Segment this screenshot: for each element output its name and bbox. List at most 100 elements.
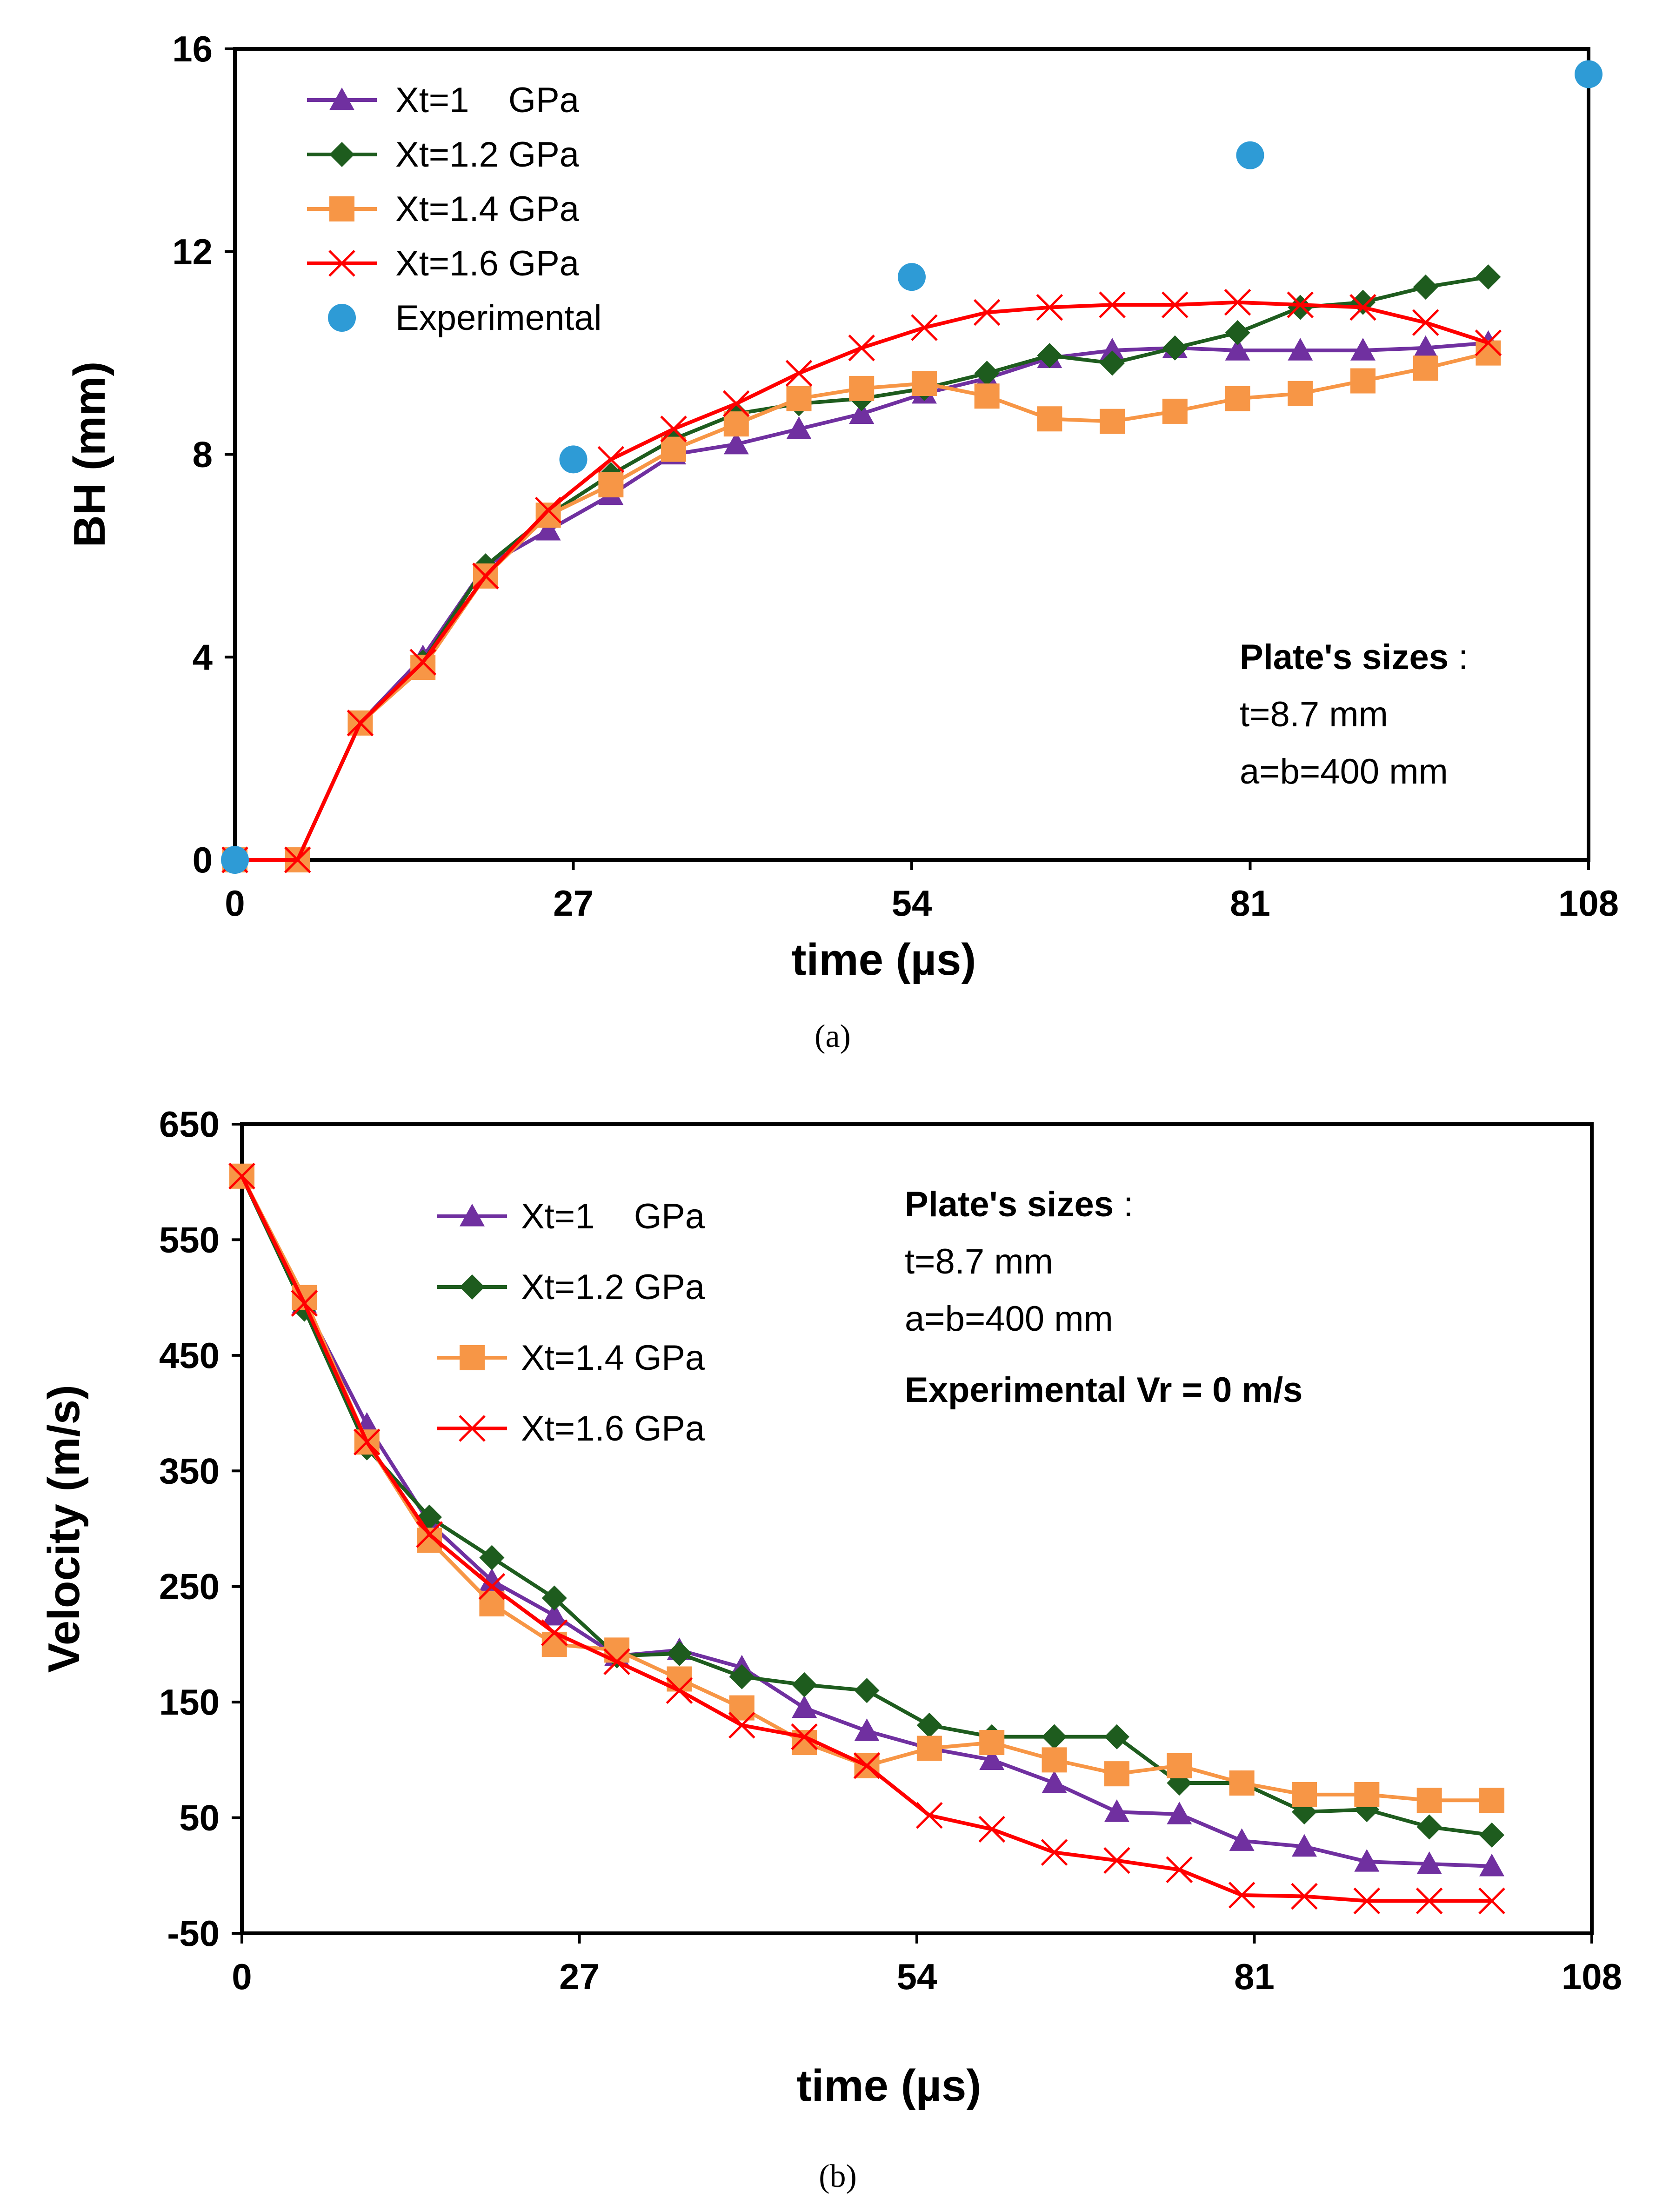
data-point	[535, 517, 561, 541]
legend-label: Xt=1 GPa	[395, 80, 580, 120]
data-point	[1162, 335, 1188, 361]
legend-entry: Xt=1.6 GPa	[307, 244, 580, 283]
chart-panel-b: -50 50 150 250 350 450 550 650 0 27 54 81 108 time (µ…	[39, 1104, 1622, 2194]
data-point	[1236, 141, 1264, 169]
data-point	[478, 1573, 506, 1600]
annotation-title-bold: Plate's sizes	[1240, 637, 1449, 677]
data-point	[409, 649, 436, 676]
data-point	[786, 416, 812, 439]
annotation-title-suffix: :	[1114, 1185, 1133, 1224]
legend-entry: Xt=1 GPa	[437, 1197, 705, 1236]
data-point	[723, 411, 749, 437]
y-tick-label: 150	[159, 1682, 220, 1723]
plate-sizes-annotation: Plate's sizes : t=8.7 mm a=b=400 mm	[1240, 637, 1468, 791]
annotation-thickness: t=8.7 mm	[1240, 695, 1388, 734]
series-xt-1-6-gpa	[228, 1163, 1505, 1915]
annotation-title-bold: Plate's sizes	[905, 1185, 1114, 1224]
annotation-title: Plate's sizes :	[1240, 637, 1468, 677]
data-point	[1225, 338, 1250, 361]
data-point	[1288, 295, 1313, 320]
legend-marker	[329, 142, 354, 167]
legend-label: Xt=1.2 GPa	[521, 1267, 705, 1307]
legend-marker	[460, 1345, 485, 1370]
legend-label: Experimental	[395, 298, 602, 338]
data-point	[1037, 343, 1062, 369]
data-point	[849, 401, 875, 424]
data-point	[1291, 1834, 1317, 1857]
data-point	[911, 370, 937, 396]
y-tick-label: 8	[193, 434, 213, 475]
y-tick-label: 550	[159, 1219, 220, 1260]
data-point	[979, 1730, 1005, 1756]
data-point	[603, 1648, 630, 1675]
data-point	[1475, 329, 1502, 356]
series-xt-1-4-gpa	[229, 1163, 1505, 1813]
data-point	[916, 1712, 942, 1738]
data-point	[1162, 398, 1188, 424]
y-tick-label: 250	[159, 1566, 220, 1607]
data-point	[1224, 288, 1251, 316]
annotation-dimensions: a=b=400 mm	[905, 1299, 1113, 1339]
legend-entry: Xt=1 GPa	[307, 80, 580, 120]
data-point	[291, 1290, 318, 1317]
data-point	[541, 1619, 568, 1646]
data-point	[723, 431, 749, 455]
data-point	[1099, 291, 1126, 318]
data-point	[1479, 1788, 1505, 1813]
data-point	[479, 1545, 505, 1570]
legend-entry: Xt=1.4 GPa	[307, 189, 580, 229]
panel-caption: (b)	[819, 2158, 857, 2194]
annotation-thickness: t=8.7 mm	[905, 1242, 1053, 1281]
series-line	[240, 1175, 1492, 1803]
data-point	[1167, 1802, 1192, 1824]
data-point	[228, 1163, 255, 1190]
data-point	[1103, 1847, 1130, 1874]
series-experimental	[221, 60, 1603, 874]
data-point	[1349, 294, 1376, 321]
data-point	[729, 1664, 755, 1689]
legend-entry: Xt=1.4 GPa	[437, 1338, 705, 1378]
data-point	[791, 1723, 818, 1750]
data-point	[1291, 1883, 1318, 1910]
legend-label: Xt=1.2 GPa	[395, 135, 580, 174]
data-point	[1229, 1828, 1255, 1851]
data-point	[1037, 406, 1062, 432]
data-point	[1036, 294, 1063, 321]
x-axis-label: time (µs)	[797, 2061, 982, 2111]
data-point	[792, 1672, 817, 1697]
data-point	[1104, 1761, 1129, 1787]
data-point	[666, 1677, 693, 1704]
data-point	[1413, 355, 1438, 381]
data-point	[974, 383, 1000, 409]
x-tick-label: 54	[892, 883, 932, 924]
data-point	[660, 416, 687, 442]
data-point	[1291, 1782, 1317, 1807]
x-tick-label: 81	[1234, 1956, 1275, 1997]
data-point	[1225, 320, 1250, 346]
legend-marker	[328, 250, 355, 277]
legend-entry: Xt=1.2 GPa	[307, 135, 580, 174]
legend-label: Xt=1.6 GPa	[395, 244, 580, 283]
data-point	[979, 1747, 1005, 1770]
data-point	[1416, 1887, 1443, 1915]
panel-caption: (a)	[815, 1019, 851, 1054]
data-point	[1476, 264, 1501, 290]
data-point	[1353, 1887, 1381, 1915]
data-point	[1042, 1724, 1067, 1749]
plate-sizes-annotation: Plate's sizes : t=8.7 mm a=b=400 mm Experim…	[905, 1185, 1302, 1410]
data-point	[849, 375, 875, 401]
data-point	[1042, 1747, 1067, 1773]
data-point	[1162, 291, 1189, 318]
y-tick-label: -50	[167, 1913, 220, 1954]
data-point	[284, 846, 311, 873]
data-point	[1354, 1782, 1380, 1807]
data-point	[661, 436, 687, 462]
data-point	[535, 503, 561, 528]
data-point	[410, 655, 436, 680]
data-point	[597, 446, 625, 473]
chart-panel-a: 0 4 8 12 16 0 27 54 81 108 time (µs) BH (mm) (a) Xt=1…	[65, 28, 1619, 1054]
data-point	[723, 390, 750, 417]
y-tick-label: 0	[193, 839, 213, 880]
annotation-title-suffix: :	[1449, 637, 1468, 677]
